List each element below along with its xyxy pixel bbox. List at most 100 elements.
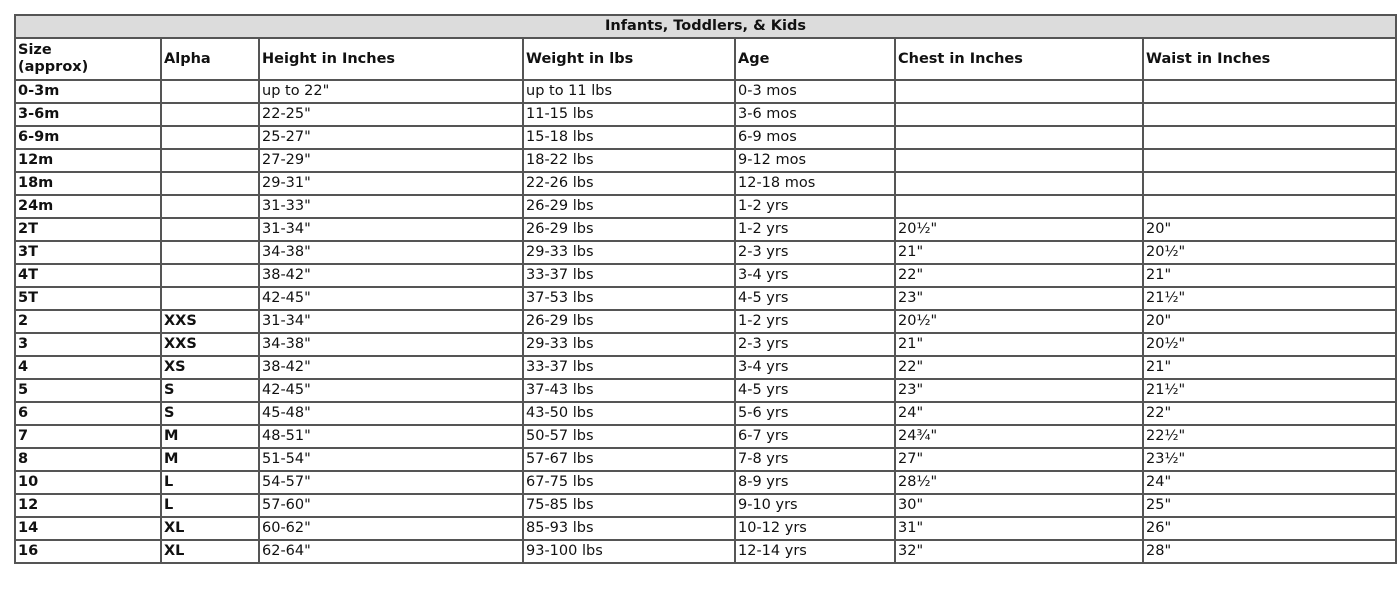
- cell-chest: 20½": [894, 309, 1144, 334]
- cell-alpha: [160, 217, 260, 242]
- size-chart-table: Infants, Toddlers, & Kids Size (approx) A…: [13, 14, 1398, 564]
- cell-age: 12-14 yrs: [734, 539, 896, 564]
- cell-chest: 21": [894, 332, 1144, 357]
- cell-age: 12-18 mos: [734, 171, 896, 196]
- cell-waist: 20½": [1141, 240, 1398, 265]
- table-row: 5T 42-45" 37-53 lbs 4-5 yrs 23" 21½": [14, 286, 1398, 311]
- cell-size: 4: [14, 355, 162, 380]
- cell-waist: 21": [1141, 263, 1398, 288]
- table-row: 0-3m up to 22" up to 11 lbs 0-3 mos: [14, 79, 1398, 104]
- cell-waist: [1141, 171, 1398, 196]
- cell-size: 6-9m: [14, 125, 162, 150]
- cell-age: 6-9 mos: [734, 125, 896, 150]
- cell-size: 3-6m: [14, 102, 162, 127]
- column-header-height: Height in Inches: [258, 37, 524, 81]
- cell-alpha: [160, 171, 260, 196]
- cell-age: 1-2 yrs: [734, 194, 896, 219]
- cell-weight: 37-43 lbs: [522, 378, 736, 403]
- cell-waist: 22": [1141, 401, 1398, 426]
- cell-age: 10-12 yrs: [734, 516, 896, 541]
- cell-size: 18m: [14, 171, 162, 196]
- table-row: 8 M 51-54" 57-67 lbs 7-8 yrs 27" 23½": [14, 447, 1398, 472]
- cell-chest: [894, 194, 1144, 219]
- cell-weight: 11-15 lbs: [522, 102, 736, 127]
- cell-waist: [1141, 148, 1398, 173]
- cell-age: 1-2 yrs: [734, 217, 896, 242]
- cell-height: 62-64": [258, 539, 524, 564]
- table-row: 10 L 54-57" 67-75 lbs 8-9 yrs 28½" 24": [14, 470, 1398, 495]
- cell-waist: [1141, 79, 1398, 104]
- cell-weight: 26-29 lbs: [522, 217, 736, 242]
- table-title: Infants, Toddlers, & Kids: [13, 14, 1398, 39]
- cell-age: 4-5 yrs: [734, 378, 896, 403]
- column-header-chest: Chest in Inches: [894, 37, 1144, 81]
- cell-alpha: [160, 148, 260, 173]
- cell-weight: 26-29 lbs: [522, 309, 736, 334]
- cell-age: 0-3 mos: [734, 79, 896, 104]
- cell-size: 2T: [14, 217, 162, 242]
- cell-height: 48-51": [258, 424, 524, 449]
- cell-size: 12m: [14, 148, 162, 173]
- cell-height: 51-54": [258, 447, 524, 472]
- table-row: 6-9m 25-27" 15-18 lbs 6-9 mos: [14, 125, 1398, 150]
- cell-chest: 28½": [894, 470, 1144, 495]
- table-body: 0-3m up to 22" up to 11 lbs 0-3 mos 3-6m 22-2…: [14, 79, 1398, 564]
- cell-chest: 24": [894, 401, 1144, 426]
- cell-chest: 23": [894, 378, 1144, 403]
- cell-size: 5: [14, 378, 162, 403]
- cell-waist: 23½": [1141, 447, 1398, 472]
- cell-chest: 22": [894, 355, 1144, 380]
- cell-waist: [1141, 194, 1398, 219]
- cell-chest: 21": [894, 240, 1144, 265]
- cell-age: 3-4 yrs: [734, 355, 896, 380]
- cell-waist: 20": [1141, 309, 1398, 334]
- cell-height: 31-34": [258, 309, 524, 334]
- cell-waist: [1141, 102, 1398, 127]
- table-row: 3-6m 22-25" 11-15 lbs 3-6 mos: [14, 102, 1398, 127]
- cell-weight: 75-85 lbs: [522, 493, 736, 518]
- cell-chest: 32": [894, 539, 1144, 564]
- cell-alpha: XXS: [160, 332, 260, 357]
- column-header-waist: Waist in Inches: [1141, 37, 1398, 81]
- table-row: 24m 31-33" 26-29 lbs 1-2 yrs: [14, 194, 1398, 219]
- cell-age: 3-4 yrs: [734, 263, 896, 288]
- table-row: 2T 31-34" 26-29 lbs 1-2 yrs 20½" 20": [14, 217, 1398, 242]
- cell-height: 57-60": [258, 493, 524, 518]
- table-row: 12 L 57-60" 75-85 lbs 9-10 yrs 30" 25": [14, 493, 1398, 518]
- cell-alpha: [160, 102, 260, 127]
- cell-weight: 22-26 lbs: [522, 171, 736, 196]
- table-row: 4 XS 38-42" 33-37 lbs 3-4 yrs 22" 21": [14, 355, 1398, 380]
- cell-alpha: L: [160, 493, 260, 518]
- cell-age: 4-5 yrs: [734, 286, 896, 311]
- cell-age: 9-12 mos: [734, 148, 896, 173]
- table-row: 3T 34-38" 29-33 lbs 2-3 yrs 21" 20½": [14, 240, 1398, 265]
- cell-weight: 57-67 lbs: [522, 447, 736, 472]
- cell-chest: 31": [894, 516, 1144, 541]
- cell-weight: 37-53 lbs: [522, 286, 736, 311]
- cell-chest: 22": [894, 263, 1144, 288]
- cell-weight: 43-50 lbs: [522, 401, 736, 426]
- cell-waist: 20": [1141, 217, 1398, 242]
- cell-waist: 22½": [1141, 424, 1398, 449]
- cell-chest: [894, 102, 1144, 127]
- table-row: 12m 27-29" 18-22 lbs 9-12 mos: [14, 148, 1398, 173]
- cell-height: 34-38": [258, 240, 524, 265]
- cell-alpha: M: [160, 424, 260, 449]
- cell-chest: 27": [894, 447, 1144, 472]
- column-header-age: Age: [734, 37, 896, 81]
- table-row: 16 XL 62-64" 93-100 lbs 12-14 yrs 32" 28": [14, 539, 1398, 564]
- cell-waist: 20½": [1141, 332, 1398, 357]
- cell-size: 14: [14, 516, 162, 541]
- cell-alpha: S: [160, 401, 260, 426]
- cell-weight: 67-75 lbs: [522, 470, 736, 495]
- cell-size: 10: [14, 470, 162, 495]
- cell-age: 8-9 yrs: [734, 470, 896, 495]
- table-row: 2 XXS 31-34" 26-29 lbs 1-2 yrs 20½" 20": [14, 309, 1398, 334]
- cell-waist: 21½": [1141, 286, 1398, 311]
- cell-height: 31-33": [258, 194, 524, 219]
- cell-waist: 21½": [1141, 378, 1398, 403]
- cell-weight: up to 11 lbs: [522, 79, 736, 104]
- cell-age: 1-2 yrs: [734, 309, 896, 334]
- cell-height: 25-27": [258, 125, 524, 150]
- cell-waist: 26": [1141, 516, 1398, 541]
